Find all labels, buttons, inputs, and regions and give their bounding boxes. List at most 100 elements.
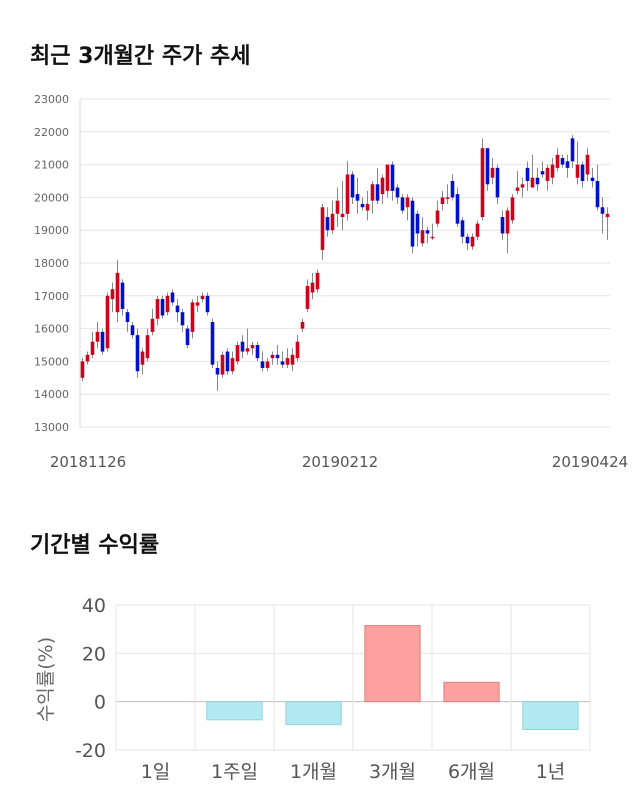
candle-body bbox=[515, 187, 520, 191]
y-tick-label: 20 bbox=[82, 643, 106, 665]
candle-body bbox=[505, 210, 510, 234]
candle-body bbox=[475, 223, 480, 237]
candle-body bbox=[570, 138, 575, 162]
y-tick-label: 0 bbox=[94, 692, 106, 714]
candle-body bbox=[355, 194, 360, 201]
candle-body bbox=[580, 164, 585, 181]
return-bar bbox=[443, 681, 500, 703]
candle-body bbox=[85, 354, 90, 362]
x-tick-label: 1개월 bbox=[290, 761, 337, 783]
candle-body bbox=[320, 207, 325, 250]
candle-body bbox=[165, 295, 170, 313]
candle-body bbox=[300, 322, 305, 329]
candle-body bbox=[440, 197, 445, 204]
candle-body bbox=[495, 167, 500, 198]
candle-body bbox=[350, 174, 355, 198]
candle-body bbox=[185, 328, 190, 345]
price-trend-title: 최근 3개월간 주가 추세 bbox=[30, 44, 251, 69]
candle-body bbox=[275, 354, 280, 359]
candle-body bbox=[220, 354, 225, 375]
x-tick-label: 1일 bbox=[141, 761, 171, 783]
candle-body bbox=[210, 322, 215, 365]
candle-body bbox=[245, 348, 250, 352]
y-tick-label: 23000 bbox=[34, 93, 69, 106]
candle-body bbox=[605, 213, 610, 218]
y-tick-label: 20000 bbox=[34, 191, 69, 204]
candle-body bbox=[330, 213, 335, 231]
candle-body bbox=[470, 236, 475, 247]
candle-body bbox=[100, 331, 105, 352]
candle-body bbox=[125, 312, 130, 323]
candle-body bbox=[575, 164, 580, 178]
candle-body bbox=[180, 312, 185, 326]
candle-body bbox=[250, 345, 255, 349]
candle-body bbox=[435, 210, 440, 224]
candle-body bbox=[560, 158, 565, 165]
candle-body bbox=[530, 177, 535, 188]
y-tick-label: 18000 bbox=[34, 257, 69, 270]
price-candlestick-chart: 13000 14000 15000 16000 17000 18000 19000 20000… bbox=[34, 93, 628, 471]
x-tick-label: 6개월 bbox=[448, 761, 495, 783]
y-tick-label: 15000 bbox=[34, 355, 69, 368]
candle-body bbox=[360, 203, 365, 208]
candle-body bbox=[170, 292, 175, 303]
candle-body bbox=[175, 305, 180, 313]
candle-body bbox=[120, 282, 125, 309]
candle-body bbox=[215, 367, 220, 375]
candle-body bbox=[510, 197, 515, 221]
candle-body bbox=[550, 164, 555, 178]
candle-body bbox=[150, 318, 155, 332]
period-returns-title: 기간별 수익률 bbox=[30, 533, 160, 558]
x-tick-label: 3개월 bbox=[369, 761, 416, 783]
candle-body bbox=[420, 230, 425, 244]
candle-body bbox=[455, 194, 460, 224]
candle-body bbox=[270, 354, 275, 359]
y-axis-label: 수익률(%) bbox=[35, 637, 57, 722]
candle-body bbox=[485, 148, 490, 185]
candle-body bbox=[405, 197, 410, 208]
candle-body bbox=[140, 351, 145, 365]
candle-body bbox=[230, 358, 235, 372]
return-bar bbox=[364, 625, 421, 703]
y-tick-label: 22000 bbox=[34, 126, 69, 139]
candle-body bbox=[400, 197, 405, 211]
candle-body bbox=[325, 217, 330, 231]
y-tick-label: 14000 bbox=[34, 388, 69, 401]
candle-body bbox=[130, 325, 135, 336]
y-tick-label: 19000 bbox=[34, 224, 69, 237]
candle-body bbox=[365, 203, 370, 211]
candle-body bbox=[310, 282, 315, 293]
candle-body bbox=[525, 167, 530, 181]
candle-body bbox=[240, 341, 245, 352]
candle-body bbox=[265, 361, 270, 368]
candle-body bbox=[335, 200, 340, 214]
candle-body bbox=[520, 184, 525, 188]
candle-body bbox=[390, 164, 395, 191]
candle-body bbox=[565, 161, 570, 168]
candle-body bbox=[135, 335, 140, 372]
candle-body bbox=[385, 164, 390, 191]
candle-body bbox=[315, 272, 320, 290]
candle-body bbox=[95, 331, 100, 342]
candle-body bbox=[490, 167, 495, 178]
x-tick-label: 20190424 bbox=[552, 453, 628, 471]
x-tick-label: 20190212 bbox=[302, 453, 378, 471]
candle-body bbox=[295, 341, 300, 359]
candle-body bbox=[305, 285, 310, 309]
candle-body bbox=[260, 361, 265, 368]
return-bar bbox=[206, 701, 263, 721]
candle-body bbox=[445, 197, 450, 199]
candle-body bbox=[205, 295, 210, 313]
candle-body bbox=[160, 299, 165, 316]
candle-body bbox=[90, 341, 95, 355]
candle-body bbox=[225, 351, 230, 372]
y-tick-label: 16000 bbox=[34, 323, 69, 336]
candle-body bbox=[500, 217, 505, 234]
candle-body bbox=[535, 177, 540, 185]
candle-body bbox=[285, 358, 290, 365]
y-tick-label: -20 bbox=[75, 740, 106, 762]
candle-body bbox=[585, 154, 590, 175]
candle-body bbox=[460, 220, 465, 237]
candle-body bbox=[380, 177, 385, 195]
